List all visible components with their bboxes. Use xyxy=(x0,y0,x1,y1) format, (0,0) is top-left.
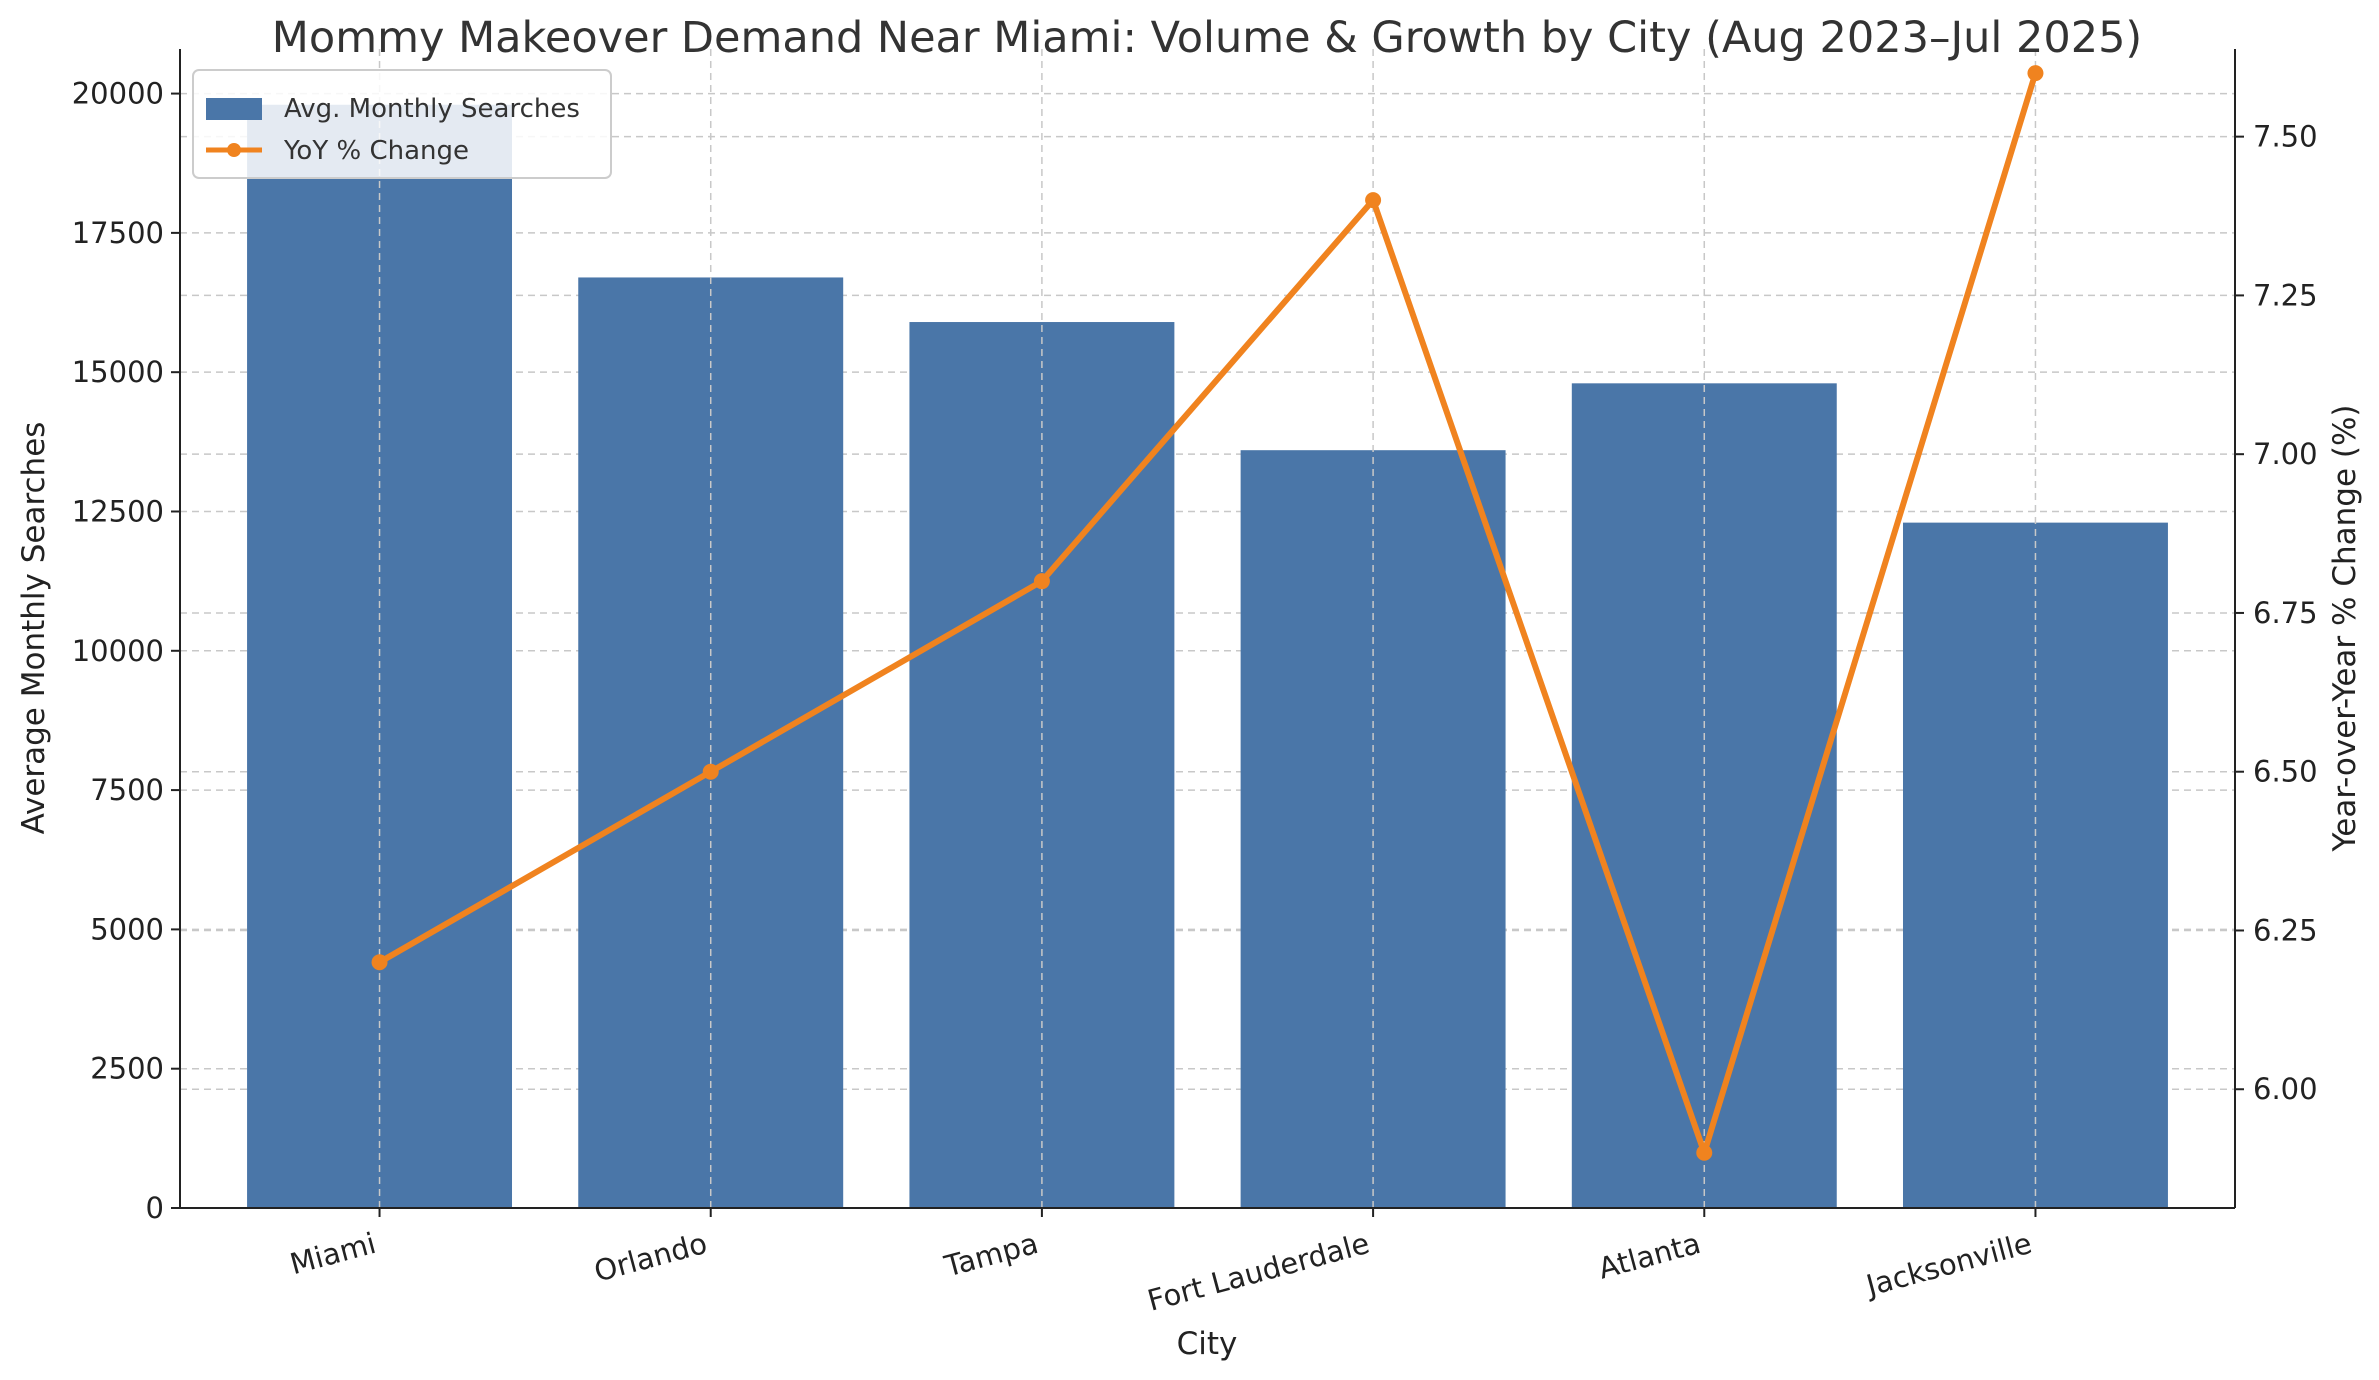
left-tick-labels: 0 2500 5000 7500 10000 12500 15000 17500 20000 xyxy=(72,77,180,1225)
bar-orlando xyxy=(578,277,844,1208)
right-tick-label: 7.00 xyxy=(2253,437,2318,471)
right-tick-labels: 6.00 6.25 6.50 6.75 7.00 7.25 7.50 xyxy=(2235,120,2318,1106)
chart-title: Mommy Makeover Demand Near Miami: Volume… xyxy=(272,13,2142,63)
left-tick-label: 7500 xyxy=(90,773,164,807)
yoy-point-jacksonville xyxy=(2027,65,2044,82)
left-tick-label: 0 xyxy=(146,1191,164,1225)
yoy-point-tampa xyxy=(1033,573,1050,590)
left-tick-label: 15000 xyxy=(72,355,164,389)
legend-frame xyxy=(192,69,612,179)
yoy-point-miami xyxy=(371,954,388,971)
yoy-point-atlanta xyxy=(1696,1144,1713,1161)
left-tick-label: 5000 xyxy=(90,912,164,946)
yoy-point-orlando xyxy=(702,763,719,780)
right-tick-label: 7.50 xyxy=(2253,120,2318,154)
right-tick-label: 6.75 xyxy=(2253,596,2318,630)
legend: Avg. Monthly Searches YoY % Change xyxy=(192,69,612,179)
right-tick-label: 7.25 xyxy=(2253,278,2318,312)
legend-bar-swatch xyxy=(206,98,262,120)
yoy-point-fort-lauderdale xyxy=(1365,192,1382,209)
grid-x-layer xyxy=(378,49,2037,1208)
legend-line-marker xyxy=(227,143,241,157)
x-axis-title: City xyxy=(1177,1326,1238,1362)
left-tick-label: 20000 xyxy=(72,77,164,111)
left-tick-label: 10000 xyxy=(72,634,164,668)
legend-label-yoy: YoY % Change xyxy=(283,136,469,166)
axes-layer xyxy=(179,49,2236,1209)
yoy-line xyxy=(378,72,2039,1156)
left-tick-label: 2500 xyxy=(90,1052,164,1086)
right-tick-label: 6.50 xyxy=(2253,755,2318,789)
line-layer xyxy=(371,65,2044,1161)
left-tick-label: 17500 xyxy=(72,216,164,250)
y2-axis-title: Year-over-Year % Change (%) xyxy=(2327,404,2363,852)
y-axis-title: Average Monthly Searches xyxy=(16,422,52,835)
legend-label-searches: Avg. Monthly Searches xyxy=(284,94,580,124)
right-tick-label: 6.00 xyxy=(2253,1072,2318,1106)
left-tick-label: 12500 xyxy=(72,494,164,528)
right-tick-label: 6.25 xyxy=(2253,913,2318,947)
